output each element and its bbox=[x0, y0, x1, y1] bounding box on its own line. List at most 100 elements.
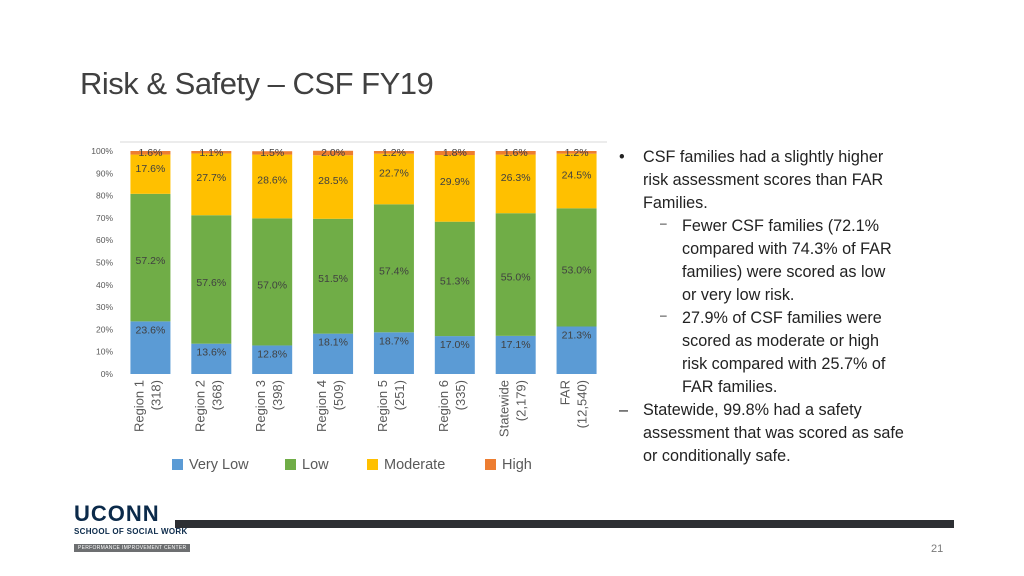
x-category-label: (368) bbox=[209, 380, 224, 410]
bar-segment-moderate bbox=[434, 155, 475, 222]
data-label-high: 1.2% bbox=[565, 147, 589, 159]
data-label-high: 2.0% bbox=[321, 147, 345, 159]
bar-segment-high bbox=[373, 151, 414, 154]
bar-segment-very-low bbox=[191, 343, 232, 374]
x-category-label: (398) bbox=[270, 380, 285, 410]
data-label-high: 1.6% bbox=[504, 147, 528, 159]
bar-segment-very-low bbox=[495, 335, 536, 374]
x-category-label: (2,179) bbox=[514, 380, 529, 421]
bullet-line: risk compared with 25.7% of bbox=[682, 355, 886, 373]
x-category-label: Region 1 bbox=[131, 380, 146, 432]
bar-segment-low bbox=[556, 208, 597, 327]
bullet-marker: • bbox=[619, 148, 625, 166]
bar-segment-moderate bbox=[495, 154, 536, 214]
sub-bullet: – 27.9% of CSF families were scored as mod… bbox=[617, 307, 947, 399]
bullet-line: scored as moderate or high bbox=[682, 332, 880, 350]
bar-segment-high bbox=[313, 150, 354, 156]
bullet-marker: – bbox=[619, 401, 629, 419]
data-label-very-low: 18.1% bbox=[318, 337, 348, 349]
bar-segment-low bbox=[252, 218, 293, 346]
bar-segment-very-low bbox=[313, 333, 354, 374]
legend-item: High bbox=[485, 457, 532, 473]
y-tick-label: 20% bbox=[96, 324, 113, 334]
y-tick-label: 90% bbox=[96, 168, 113, 178]
data-label-low: 51.3% bbox=[440, 276, 470, 288]
sub-bullet: – Fewer CSF families (72.1% compared with … bbox=[617, 215, 947, 307]
risk-level-stacked-bar-chart: 0% 10% 20% 30% 40% 50% 60% 70% 80% 90% 100% 23.6% 57… bbox=[91, 141, 607, 473]
data-label-very-low: 17.1% bbox=[501, 339, 531, 351]
uconn-logo: UCONN SCHOOL OF SOCIAL WORK PERFORMANCE … bbox=[74, 501, 191, 554]
bar-segment-moderate bbox=[191, 153, 232, 216]
data-label-low: 51.5% bbox=[318, 273, 348, 285]
data-label-high: 1.2% bbox=[382, 147, 406, 159]
page-number: 21 bbox=[931, 543, 944, 555]
data-label-low: 53.0% bbox=[562, 264, 592, 276]
bullet: • CSF families had a slightly higher risk … bbox=[617, 146, 947, 215]
legend-swatch bbox=[485, 459, 496, 470]
x-category-label: (318) bbox=[148, 380, 163, 410]
bullet-line: FAR families. bbox=[682, 378, 778, 396]
x-category-label: (12,540) bbox=[575, 380, 590, 428]
bullet-line: families) were scored as low bbox=[682, 263, 886, 281]
x-category-label: (335) bbox=[453, 380, 468, 410]
x-category-label: Region 2 bbox=[192, 380, 207, 432]
bar-segment-very-low bbox=[434, 336, 475, 374]
data-label-low: 55.0% bbox=[501, 272, 531, 284]
y-tick-label: 100% bbox=[91, 146, 113, 156]
bar-segment-low bbox=[191, 215, 232, 344]
data-label-moderate: 28.6% bbox=[257, 174, 287, 186]
bullet-line: compared with 74.3% of FAR bbox=[682, 240, 892, 258]
bar-segment-moderate bbox=[373, 153, 414, 205]
footer-rule bbox=[175, 520, 954, 528]
y-tick-label: 80% bbox=[96, 191, 113, 201]
bar-segment-moderate bbox=[556, 153, 597, 209]
bar-segment-moderate bbox=[252, 154, 293, 219]
data-label-very-low: 17.0% bbox=[440, 339, 470, 351]
bullet-marker: – bbox=[660, 216, 667, 230]
bar-segment-very-low bbox=[252, 345, 293, 374]
data-label-very-low: 12.8% bbox=[257, 348, 287, 360]
bar-segment-high bbox=[252, 151, 293, 155]
bullet-line: assessment that was scored as safe bbox=[643, 424, 904, 442]
data-label-moderate: 24.5% bbox=[562, 169, 592, 181]
x-category-label: FAR bbox=[558, 380, 573, 405]
bar-segment-low bbox=[313, 218, 354, 334]
data-label-low: 57.6% bbox=[196, 277, 226, 289]
y-tick-label: 70% bbox=[96, 213, 113, 223]
bar-segment-high bbox=[434, 151, 475, 156]
data-label-high: 1.5% bbox=[260, 147, 284, 159]
bar-segment-high bbox=[130, 151, 171, 155]
bar-segment-high bbox=[191, 151, 232, 154]
data-label-high: 1.8% bbox=[443, 147, 467, 159]
bar-segment-very-low bbox=[130, 321, 171, 374]
bullet-line: 27.9% of CSF families were bbox=[682, 309, 882, 327]
data-label-high: 1.1% bbox=[199, 147, 223, 159]
x-category-label: Region 3 bbox=[253, 380, 268, 432]
bullet: – Statewide, 99.8% had a safety assessment… bbox=[617, 399, 947, 468]
bullet-marker: – bbox=[660, 308, 667, 322]
legend-item: Low bbox=[285, 457, 329, 473]
legend-item: Moderate bbox=[367, 457, 445, 473]
logo-school: SCHOOL OF SOCIAL WORK bbox=[74, 527, 188, 536]
bar-segment-moderate bbox=[130, 154, 171, 194]
bullet-line: Fewer CSF families (72.1% bbox=[682, 217, 880, 235]
legend-swatch bbox=[367, 459, 378, 470]
data-label-moderate: 17.6% bbox=[136, 163, 166, 175]
x-category-label: (509) bbox=[331, 380, 346, 410]
bar-segment-low bbox=[495, 213, 536, 336]
bullet-line: risk assessment scores than FAR bbox=[643, 171, 884, 189]
legend-label: Low bbox=[302, 457, 329, 473]
data-label-low: 57.2% bbox=[136, 255, 166, 267]
bar-segment-high bbox=[556, 151, 597, 154]
logo-wordmark: UCONN bbox=[74, 501, 160, 526]
bar-segment-moderate bbox=[313, 155, 354, 219]
legend-swatch bbox=[172, 459, 183, 470]
bullet-line: or conditionally safe. bbox=[643, 447, 791, 465]
data-label-very-low: 23.6% bbox=[136, 324, 166, 336]
bar-segment-low bbox=[434, 221, 475, 337]
data-label-moderate: 28.5% bbox=[318, 175, 348, 187]
data-label-very-low: 18.7% bbox=[379, 335, 409, 347]
x-category-label: Region 4 bbox=[314, 380, 329, 432]
bar-segment-very-low bbox=[556, 326, 597, 374]
logo-centre: PERFORMANCE IMPROVEMENT CENTER bbox=[74, 544, 191, 552]
